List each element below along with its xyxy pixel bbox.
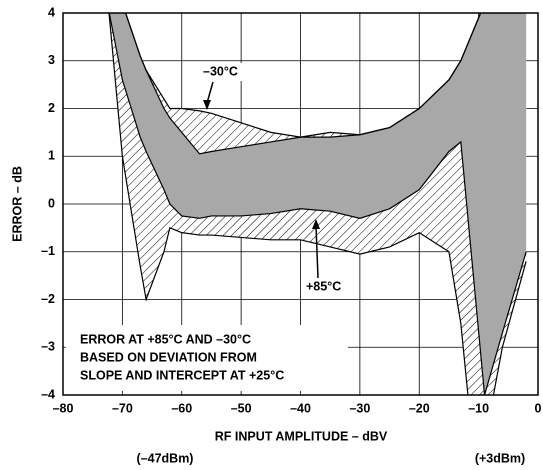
note-line: BASED ON DEVIATION FROM <box>80 350 257 364</box>
x-tick-label: –20 <box>409 401 430 415</box>
annotation: (+3dBm) <box>475 451 525 465</box>
x-tick-label: –40 <box>290 401 311 415</box>
band-edge <box>108 13 527 395</box>
arrowhead <box>203 100 211 110</box>
annotation: –30°C <box>203 64 238 78</box>
x-tick-label: –60 <box>171 401 192 415</box>
band-edge <box>108 13 527 395</box>
x-tick-label: –70 <box>112 401 133 415</box>
y-tick-label: 0 <box>48 196 55 210</box>
y-tick-label: 4 <box>48 5 55 19</box>
x-tick-label: –30 <box>349 401 370 415</box>
y-axis-label: ERROR – dB <box>10 166 24 242</box>
x-tick-label: –10 <box>468 401 489 415</box>
note-line: ERROR AT +85°C AND –30°C <box>80 332 251 346</box>
plot-frame <box>62 12 539 396</box>
y-tick-label: –2 <box>41 292 55 306</box>
y-tick-label: –4 <box>41 387 55 401</box>
note-line: SLOPE AND INTERCEPT AT +25°C <box>80 368 284 382</box>
y-tick-label: 2 <box>48 101 55 115</box>
x-axis-label: RF INPUT AMPLITUDE – dBV <box>215 429 388 443</box>
annotation: (–47dBm) <box>137 451 194 465</box>
band-edge <box>124 13 482 155</box>
arrowhead <box>312 219 320 229</box>
arrow <box>315 225 319 279</box>
bands <box>108 13 527 395</box>
label-bg <box>200 63 242 81</box>
annotation: +85°C <box>306 279 341 293</box>
x-tick-label: 0 <box>535 401 542 415</box>
y-tick-label: 1 <box>48 149 55 163</box>
label-bg <box>303 278 349 296</box>
band <box>109 13 527 395</box>
y-tick-label: –1 <box>41 244 55 258</box>
y-tick-label: –3 <box>41 340 55 354</box>
y-tick-label: 3 <box>48 53 55 67</box>
note-box <box>66 325 348 391</box>
x-tick-label: –50 <box>231 401 252 415</box>
arrow <box>206 81 214 104</box>
x-tick-label: –80 <box>53 401 74 415</box>
